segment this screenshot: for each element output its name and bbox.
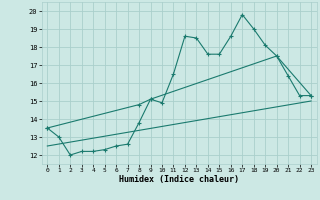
- X-axis label: Humidex (Indice chaleur): Humidex (Indice chaleur): [119, 175, 239, 184]
